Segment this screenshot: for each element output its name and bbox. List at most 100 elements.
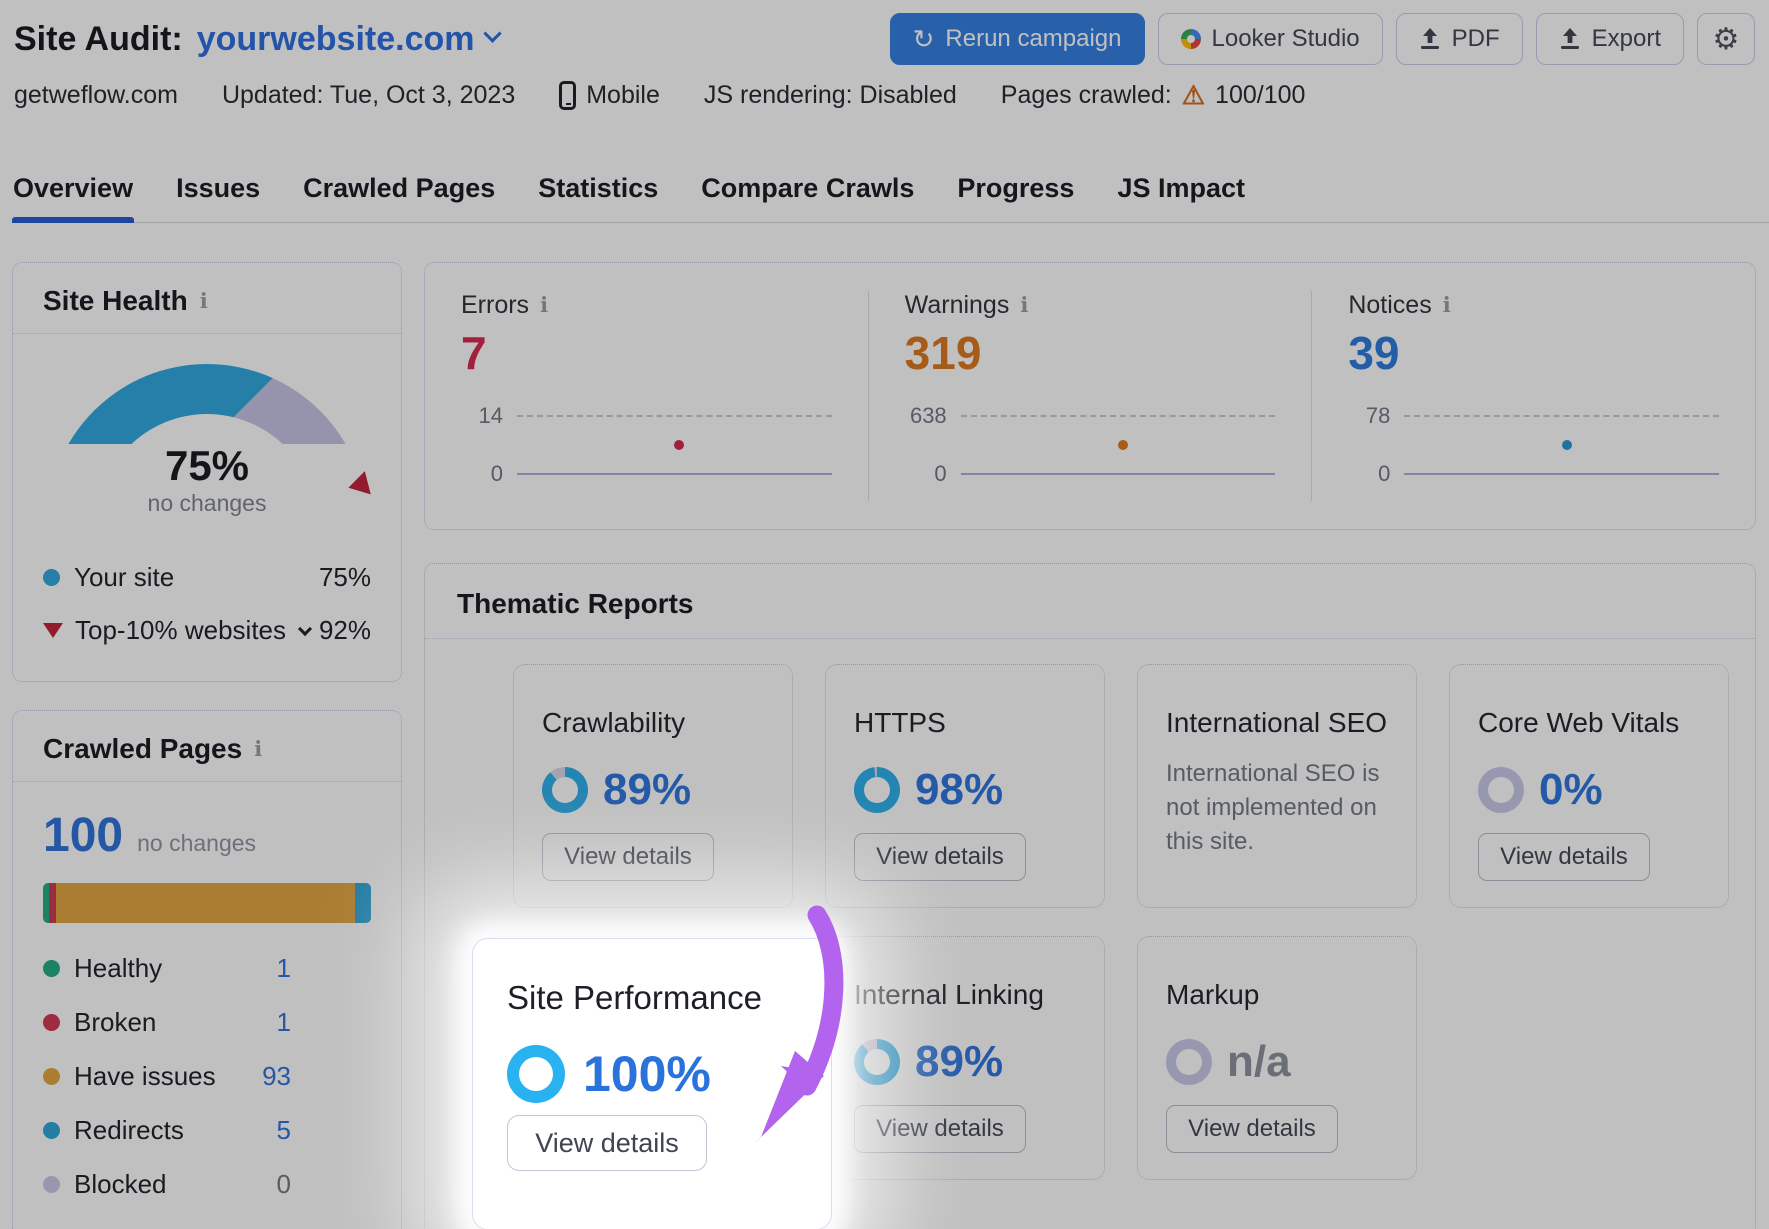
notices-value[interactable]: 39 [1348,327,1400,379]
tab-statistics[interactable]: Statistics [538,173,659,203]
bar-segment [43,883,50,923]
errors-header: Errors ℹ [461,291,832,320]
notices-sparkline: 78 0 [1348,403,1720,486]
site-health-panel: Site Health ℹ 75% no changes Your site 7… [12,262,402,682]
warnings-value[interactable]: 319 [904,327,982,379]
issues-stats-panel: Errors ℹ 7 14 0 Warnings ℹ 319 638 0 [424,262,1756,530]
site-performance-view-details-button[interactable]: View details [507,1115,707,1171]
errors-value[interactable]: 7 [461,327,487,379]
pdf-button[interactable]: PDF [1395,13,1523,65]
thematic-reports-title-text: Thematic Reports [457,588,694,619]
red-triangle-icon [43,623,63,638]
international-seo-title: International SEO [1166,707,1388,738]
mobile-icon [559,81,577,110]
https-title: HTTPS [854,707,946,738]
legend-have-issues: Have issues 93 [43,1061,291,1092]
divider [13,781,401,782]
crawlability-view-details-button[interactable]: View details [542,833,714,881]
crawled-pages-panel: Crawled Pages ℹ 100 no changes Healthy 1… [12,710,402,1229]
tab-js-impact[interactable]: JS Impact [1117,173,1245,203]
legend-blocked: Blocked 0 [43,1169,291,1200]
have-issues-label: Have issues [74,1061,216,1091]
errors-label: Errors [461,291,530,319]
crawled-change: no changes [137,830,257,856]
site-performance-percent: 100% [583,1046,711,1102]
warnings-column: Warnings ℹ 319 638 0 [867,291,1312,501]
internal-linking-percent: 89% [915,1037,1004,1086]
legend-benchmark[interactable]: Top-10% websites 92% [43,615,371,646]
tab-crawled-pages[interactable]: Crawled Pages [303,173,496,203]
https-view-details-button[interactable]: View details [854,833,1026,881]
info-icon[interactable]: ℹ [1020,294,1029,317]
crawled-pages-title-text: Crawled Pages [43,733,243,764]
crawled-pages-title: Crawled Pages ℹ [13,711,401,781]
broken-value[interactable]: 1 [276,1007,291,1037]
crawled-total[interactable]: 100 [43,809,124,862]
crawlability-donut-icon [542,767,588,813]
https-percent: 98% [915,765,1004,814]
looker-studio-icon [1180,29,1201,49]
markup-title: Markup [1166,979,1260,1010]
internal-linking-donut-icon [854,1039,900,1085]
tab-progress[interactable]: Progress [957,173,1075,203]
tab-bar: Overview Issues Crawled Pages Statistics… [12,163,1769,223]
rerun-campaign-button[interactable]: ↻ Rerun campaign [889,13,1145,65]
site-health-title-text: Site Health [43,285,188,316]
legend-healthy: Healthy 1 [43,953,291,984]
your-site-value: 75% [318,562,371,592]
spark-max-line [960,415,1276,417]
divider [425,638,1755,639]
info-icon[interactable]: ℹ [254,737,263,761]
export-button[interactable]: Export [1535,13,1684,65]
have-issues-value[interactable]: 93 [262,1061,291,1091]
looker-studio-button[interactable]: Looker Studio [1157,13,1383,65]
crawled-pages-stacked-bar[interactable] [43,883,371,923]
markup-donut-icon [1166,1039,1212,1085]
tab-issues[interactable]: Issues [176,173,261,203]
internal-linking-card: Internal Linking 89% View details [825,936,1105,1180]
site-health-title: Site Health ℹ [13,263,401,333]
errors-sparkline: 14 0 [461,403,832,486]
warning-icon[interactable]: ⚠ [1181,80,1206,110]
internal-linking-title: Internal Linking [854,979,1044,1010]
redirects-value[interactable]: 5 [276,1115,291,1145]
info-icon[interactable]: ℹ [540,294,549,317]
looker-studio-label: Looker Studio [1211,25,1360,52]
site-performance-card: Site Performance 100% View details [472,905,844,1229]
bar-segment [354,883,371,923]
settings-button[interactable]: ⚙ [1697,13,1755,65]
benchmark-label: Top-10% websites [75,615,286,645]
core-web-vitals-title: Core Web Vitals [1478,707,1680,738]
info-icon[interactable]: ℹ [1442,294,1451,317]
internal-linking-view-details-button[interactable]: View details [854,1105,1026,1153]
device-type: Mobile [559,81,660,110]
healthy-label: Healthy [74,953,163,983]
markup-view-details-button[interactable]: View details [1166,1105,1338,1153]
international-seo-text: International SEO is not implemented on … [1166,760,1380,855]
errors-column: Errors ℹ 7 14 0 [425,291,868,501]
core-web-vitals-view-details-button[interactable]: View details [1478,833,1650,881]
markup-card: Markup n/a View details [1137,936,1417,1180]
site-health-legend: Your site 75% Top-10% websites 92% [13,526,401,646]
tab-compare-crawls[interactable]: Compare Crawls [701,173,915,203]
broken-label: Broken [74,1007,157,1037]
upload-icon [1560,28,1579,49]
refresh-icon: ↻ [912,24,935,54]
chevron-down-icon [483,23,503,43]
domain-dropdown[interactable]: yourwebsite.com [197,20,503,59]
site-performance-donut-icon [507,1045,565,1103]
audited-site: getweflow.com [14,81,178,109]
healthy-value[interactable]: 1 [276,953,291,983]
core-web-vitals-card: Core Web Vitals 0% View details [1449,664,1729,908]
orange-dot-icon [43,1068,60,1085]
benchmark-value: 92% [318,615,371,645]
crawled-pages-legend: Healthy 1 Broken 1 Have issues 93 Redire… [43,953,371,1200]
spark-max-line [517,415,832,417]
gear-icon: ⚙ [1712,22,1740,56]
crawlability-percent: 89% [603,765,692,814]
updated-date: Updated: Tue, Oct 3, 2023 [221,81,516,109]
info-icon[interactable]: ℹ [199,289,208,313]
tab-overview[interactable]: Overview [12,163,135,223]
audit-meta: getweflow.com Updated: Tue, Oct 3, 2023 … [14,80,1755,111]
legend-broken: Broken 1 [43,1007,291,1038]
